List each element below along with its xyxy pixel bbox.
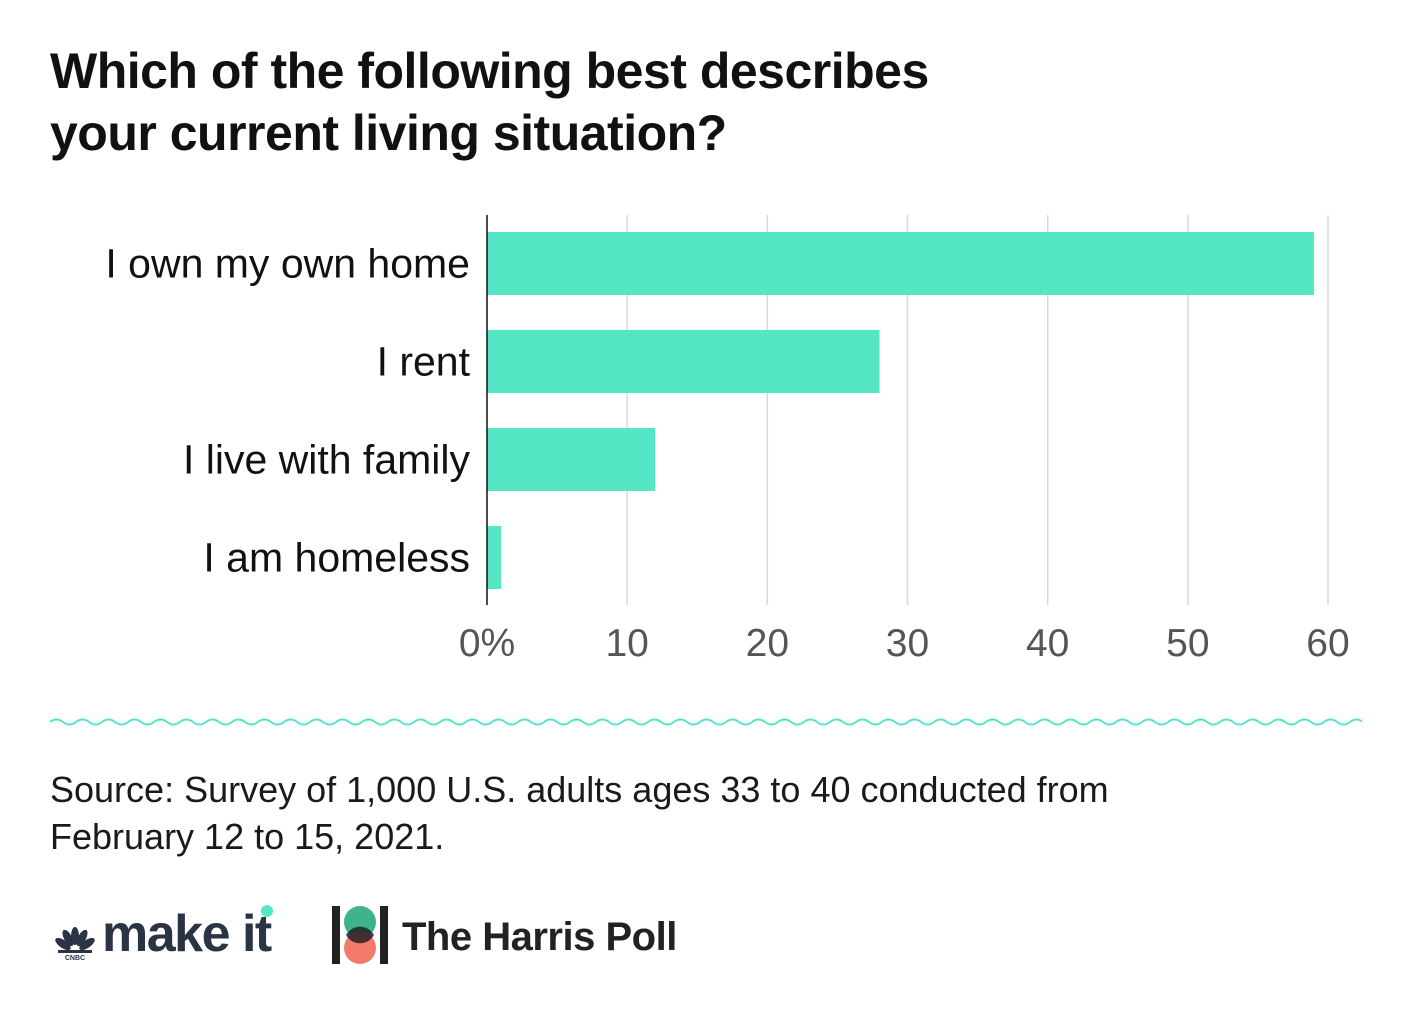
category-label-1: I rent [377, 339, 471, 385]
chart-title-line-2: your current living situation? [50, 105, 727, 161]
svg-text:CNBC: CNBC [65, 955, 85, 962]
cnbc-peacock-icon: CNBC [55, 927, 95, 962]
bar-0 [487, 232, 1314, 295]
make-it-dot-icon [261, 905, 273, 917]
harris-poll-wordmark: The Harris Poll [402, 915, 677, 959]
x-tick-label-3: 30 [886, 622, 929, 665]
category-label-2: I live with family [183, 437, 471, 483]
bar-1 [487, 330, 880, 393]
x-tick-label-0: 0% [459, 622, 515, 665]
x-tick-label-1: 10 [605, 622, 648, 665]
source-line-2: February 12 to 15, 2021. [50, 816, 445, 857]
category-label-3: I am homeless [203, 535, 470, 581]
x-tick-label-4: 40 [1026, 622, 1069, 665]
category-label-0: I own my own home [105, 241, 470, 287]
x-tick-label-2: 20 [746, 622, 789, 665]
bars [487, 232, 1314, 589]
x-tick-label-6: 60 [1306, 622, 1349, 665]
make-it-wordmark: make it [102, 905, 272, 963]
bar-3 [487, 526, 502, 589]
cnbc-make-it-logo: CNBC make it [50, 904, 310, 964]
bar-chart: I own my own home I rent I live with famil… [105, 215, 1350, 665]
chart-title: Which of the following best describes yo… [50, 40, 1150, 164]
source-line-1: Source: Survey of 1,000 U.S. adults ages… [50, 769, 1109, 810]
chart-title-line-1: Which of the following best describes [50, 43, 929, 99]
harris-poll-logo: The Harris Poll [330, 904, 710, 966]
source-note: Source: Survey of 1,000 U.S. adults ages… [50, 766, 1350, 860]
wave-divider [50, 718, 1362, 726]
harris-poll-mark-icon [332, 906, 388, 964]
x-tick-labels: 0% 10 20 30 40 50 60 [459, 622, 1350, 665]
x-tick-label-5: 50 [1166, 622, 1209, 665]
category-labels: I own my own home I rent I live with famil… [105, 241, 470, 581]
bar-2 [487, 428, 656, 491]
